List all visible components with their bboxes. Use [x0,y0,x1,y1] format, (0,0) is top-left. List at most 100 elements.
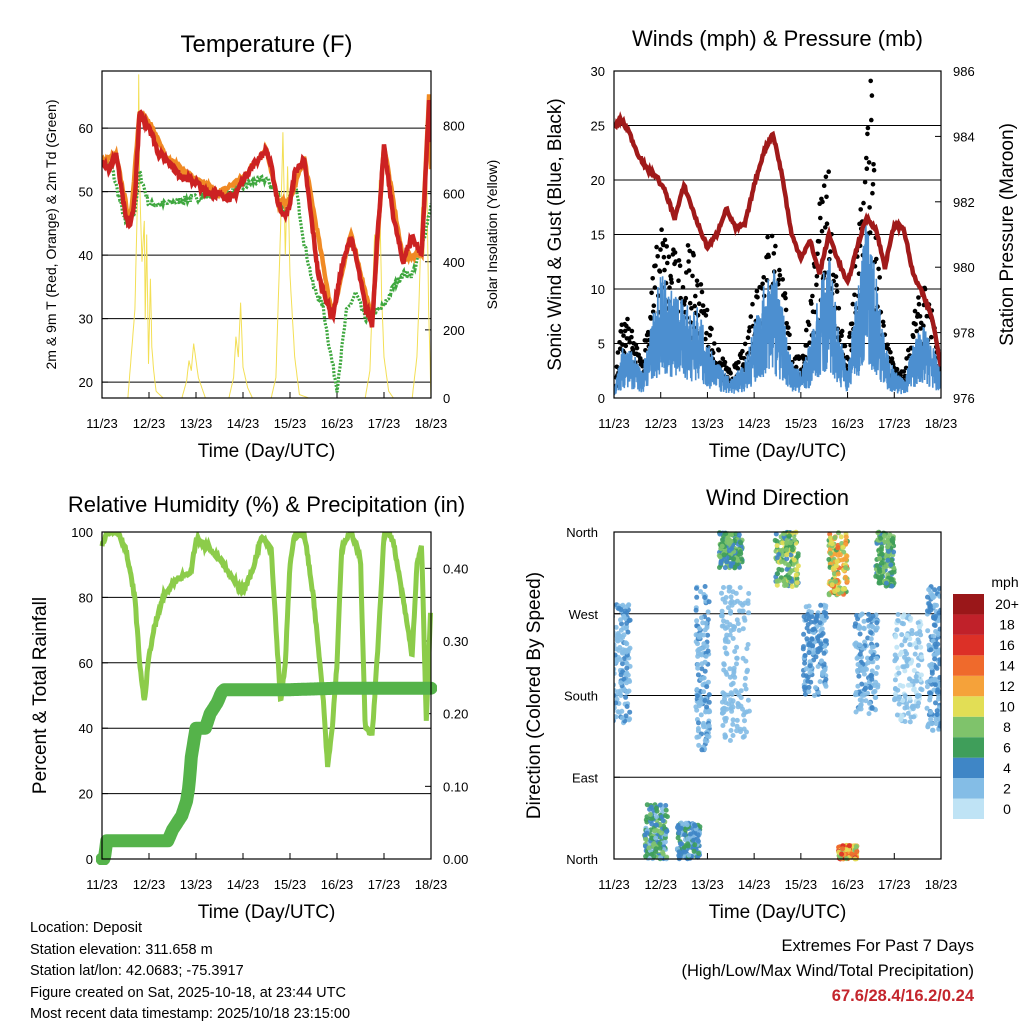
direction-point [895,612,901,617]
gust-point [692,303,697,309]
winds-xtick-label: 11/23 [598,416,630,431]
direction-point [707,709,713,715]
direction-point [618,680,624,686]
direction-point [839,541,845,546]
direction-point [789,584,795,589]
direction-point [675,835,681,841]
direction-point [902,693,908,699]
direction-point [937,657,941,663]
direction-point [894,712,900,718]
direction-point [722,645,728,651]
gust-point [806,322,812,328]
direction-point [839,851,845,857]
direction-point [804,636,810,642]
direction-point [876,566,882,572]
direction-point [614,652,618,658]
direction-point [853,844,859,850]
direction-point [934,712,940,717]
direction-point [614,700,619,706]
gust-point [626,326,631,332]
gust-point [839,328,845,334]
colorbar-level-label: 18 [999,617,1015,633]
wind_direction-ylabel: Direction (Colored By Speed) [524,572,545,819]
direction-point [889,557,895,563]
direction-point [924,705,930,711]
direction-point [692,823,698,829]
gust-point [709,326,714,332]
direction-point [772,537,778,543]
direction-point [774,555,780,561]
direction-point [823,603,829,609]
gust-point [707,333,713,338]
humidity-xtick-label: 18/23 [415,877,448,892]
gust-point [922,286,928,292]
gust-point [814,273,820,279]
colorbar-level-label: 0 [1003,801,1011,817]
gust-point [901,369,907,374]
gust-point [823,174,829,180]
winds-ytick-label: 20 [591,173,605,188]
direction-point [649,835,655,841]
gust-point [874,256,879,262]
direction-point [648,804,654,810]
direction-point [786,533,792,539]
direction-point [844,578,850,584]
gust-point [849,321,855,327]
direction-point [896,670,902,676]
gust-point [687,248,692,254]
direction-point [896,701,902,707]
direction-point [701,689,707,695]
direction-point [619,621,624,627]
direction-point [927,690,932,696]
direction-point [838,534,844,540]
direction-point [809,609,815,615]
direction-point [774,543,780,549]
direction-point [657,845,663,851]
direction-point [893,656,899,662]
gust-point [828,249,833,254]
gust-point [769,233,775,239]
direction-point [868,655,874,661]
direction-point [840,846,846,852]
direction-point [731,556,737,562]
direction-point [663,813,668,818]
direction-point [932,656,938,662]
direction-point [894,644,900,650]
precipitation-line [96,681,437,865]
wind_direction-ytick-label: North [566,852,598,867]
direction-point [907,719,913,725]
colorbar-label: mph [991,574,1018,590]
humidity-xtick-label: 14/23 [227,877,260,892]
direction-point [889,538,895,544]
direction-point [836,530,841,536]
direction-point [724,619,730,625]
direction-point [727,674,733,680]
direction-point [727,584,733,590]
direction-point [727,666,733,672]
direction-point [892,696,898,702]
gust-point [776,277,782,283]
direction-point [698,712,704,718]
direction-point [859,693,865,699]
direction-point [813,685,818,691]
gust-point [704,307,710,313]
colorbar-level-label: 12 [999,678,1015,694]
direction-point [704,733,710,739]
gust-point [833,274,839,279]
direction-point [717,531,723,537]
direction-point [937,626,941,632]
gust-point [627,339,632,345]
direction-point [624,704,630,709]
direction-point [659,830,664,836]
direction-point [738,540,744,546]
colorbar-level-label: 6 [1003,739,1011,755]
gust-point [780,277,785,282]
direction-point [728,682,734,688]
direction-point [699,747,705,753]
gust-point [847,330,853,336]
direction-point [627,709,633,715]
gust-point [748,314,754,319]
direction-point [843,574,848,580]
wind-lines [614,220,941,396]
colorbar-swatch [953,778,984,799]
